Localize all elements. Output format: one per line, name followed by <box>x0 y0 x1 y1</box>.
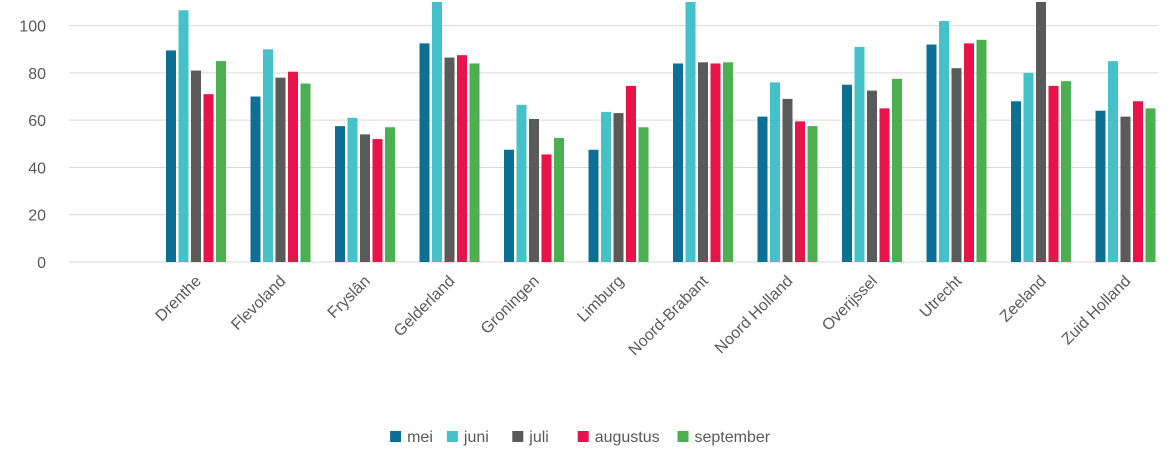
bar-juni <box>263 49 273 262</box>
y-tick-label: 20 <box>28 208 46 225</box>
bar-mei <box>335 126 345 262</box>
legend-swatch-augustus <box>577 431 589 442</box>
bar-augustus <box>964 43 974 263</box>
x-tick-label: Utrecht <box>917 272 966 321</box>
bar-september <box>807 126 818 262</box>
bar-september <box>216 61 226 262</box>
bar-juni <box>770 82 780 262</box>
bar-juni <box>178 10 189 263</box>
bar-augustus <box>626 85 636 262</box>
bar-september <box>1061 81 1071 262</box>
bar-juni <box>432 2 442 262</box>
y-tick-label: 100 <box>19 19 46 36</box>
legend: mei juni juli augustus september <box>390 429 771 446</box>
bar-augustus <box>710 63 721 262</box>
bar-september <box>723 62 733 262</box>
bar-augustus <box>203 94 214 262</box>
bar-augustus <box>288 71 298 263</box>
bar-juni <box>939 20 949 263</box>
bar-juli <box>191 70 201 262</box>
y-tick-label: 0 <box>37 255 46 272</box>
y-axis-ticks: 0 20 40 60 80 100 <box>19 19 46 272</box>
bar-september <box>892 78 902 263</box>
x-tick-label: Zeeland <box>997 273 1050 326</box>
bar-mei <box>504 149 514 262</box>
bar-september <box>300 83 311 262</box>
bar-juli <box>951 68 962 262</box>
bar-juli <box>444 57 455 262</box>
bar-augustus <box>879 108 890 262</box>
x-axis-labels: Drenthe Flevoland Fryslân Gelderland Groning… <box>153 272 1135 359</box>
bar-mei <box>673 63 683 262</box>
bar-juni <box>854 46 865 263</box>
x-tick-label: Drenthe <box>153 273 205 325</box>
bar-juni <box>347 117 358 263</box>
legend-swatch-mei <box>390 431 402 442</box>
bar-mei <box>757 116 768 263</box>
bar-augustus <box>1133 101 1143 262</box>
bar-mei <box>588 149 599 262</box>
bar-augustus <box>541 154 552 262</box>
x-tick-label: Overijssel <box>819 273 881 335</box>
bar-juli <box>613 113 624 262</box>
x-tick-label: Zuid Holland <box>1059 273 1135 349</box>
bar-mei <box>166 50 176 262</box>
bar-september <box>469 63 480 262</box>
bars <box>166 2 1156 263</box>
legend-label-mei: mei <box>407 429 433 446</box>
x-tick-label: Flevoland <box>228 273 289 334</box>
bar-september <box>554 137 564 262</box>
x-tick-label: Limburg <box>574 273 627 326</box>
bar-juli <box>360 134 370 262</box>
bar-juni <box>516 104 527 263</box>
x-tick-label: Groningen <box>478 273 543 338</box>
bar-juli <box>1036 2 1046 262</box>
x-tick-label: Fryslân <box>325 273 374 322</box>
bar-juni <box>685 2 696 262</box>
bar-juni <box>1108 61 1118 262</box>
bar-mei <box>250 96 261 262</box>
bar-mei <box>419 43 430 263</box>
y-tick-label: 80 <box>28 66 46 83</box>
legend-label-augustus: augustus <box>595 429 660 446</box>
legend-swatch-juni <box>446 431 458 442</box>
bar-september <box>976 39 987 263</box>
bar-augustus <box>372 139 383 262</box>
legend-swatch-september <box>677 431 689 442</box>
bar-juni <box>1023 72 1034 262</box>
bar-juni <box>601 111 611 262</box>
legend-label-juli: juli <box>528 429 549 446</box>
bar-mei <box>926 44 937 262</box>
bar-september <box>385 127 395 262</box>
legend-label-juni: juni <box>463 429 489 446</box>
bar-augustus <box>795 121 805 262</box>
bar-juli <box>782 98 793 262</box>
bar-september <box>1145 108 1156 262</box>
legend-swatch-juli <box>512 431 524 442</box>
y-tick-label: 40 <box>28 160 46 177</box>
legend-label-september: september <box>695 429 771 446</box>
bar-augustus <box>457 55 467 262</box>
bar-mei <box>1011 101 1021 262</box>
bar-juli <box>698 62 708 262</box>
bar-september <box>638 127 649 262</box>
x-tick-label: Noord-Brabant <box>626 272 713 359</box>
bar-juli <box>529 119 539 262</box>
bar-juli <box>867 90 877 263</box>
x-tick-label: Noord Holland <box>712 273 796 357</box>
y-tick-label: 60 <box>28 113 46 130</box>
bar-mei <box>1095 110 1106 263</box>
bar-juli <box>1120 116 1131 263</box>
bar-juli <box>275 77 286 263</box>
x-tick-label: Gelderland <box>391 273 458 340</box>
bar-mei <box>842 84 852 263</box>
bar-augustus <box>1048 85 1059 262</box>
